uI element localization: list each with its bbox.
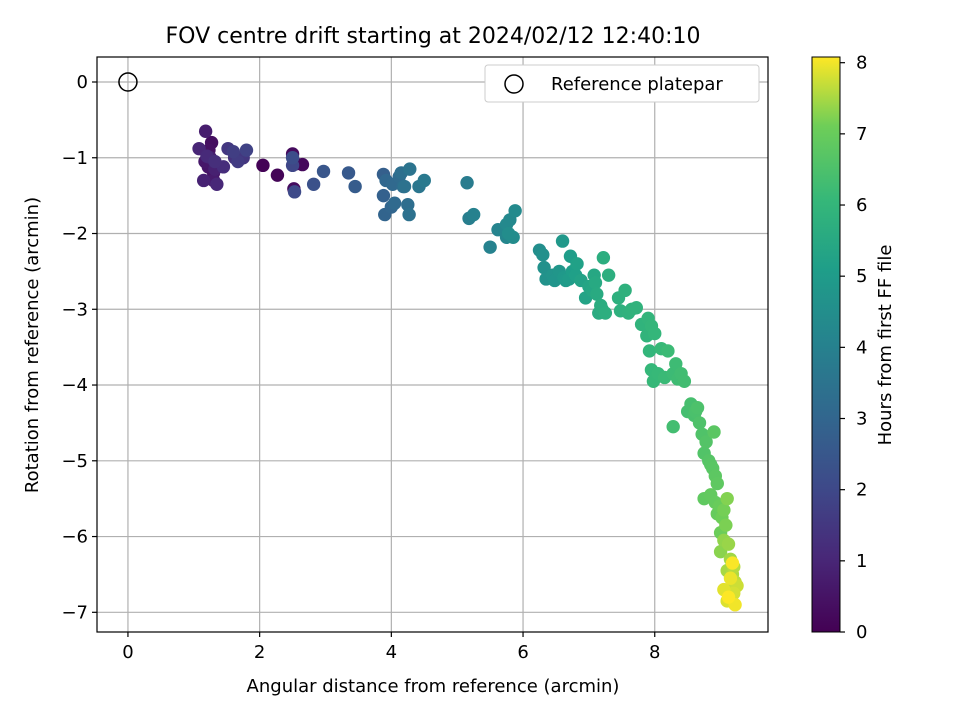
data-point [198, 124, 213, 138]
y-tick-label: −7 [61, 602, 88, 623]
data-point [295, 157, 310, 172]
data-point [483, 240, 497, 254]
data-point [590, 287, 604, 301]
data-point [720, 491, 734, 506]
y-tick-label: −2 [61, 224, 88, 245]
x-axis-ticks: 0 2 4 6 8 [122, 632, 660, 663]
data-point [570, 257, 584, 271]
x-tick-label: 6 [517, 642, 528, 663]
data-point [723, 571, 738, 585]
y-tick-label: 0 [77, 72, 88, 93]
data-point [536, 248, 550, 262]
data-point [397, 179, 412, 194]
data-point [537, 260, 551, 275]
reference-platepar-marker [118, 72, 138, 92]
data-point [661, 344, 675, 358]
data-point [208, 154, 222, 169]
colorbar-tick-label: 0 [856, 622, 867, 643]
data-point [270, 168, 285, 182]
data-point [719, 518, 733, 532]
data-point [601, 268, 616, 282]
colorbar-ticks: 0 1 2 3 4 5 6 7 8 [840, 53, 867, 643]
data-point [707, 425, 721, 439]
legend-label: Reference platepar [551, 74, 723, 95]
data-point [669, 357, 683, 371]
data-point [677, 374, 692, 388]
colorbar-tick-label: 3 [856, 409, 867, 430]
y-axis-ticks: 0 −1 −2 −3 −4 −5 −6 −7 [61, 72, 97, 623]
data-point [648, 326, 662, 341]
legend-box [484, 64, 760, 103]
y-axis-label: Rotation from reference (arcmin) [22, 197, 43, 493]
data-point [466, 207, 481, 222]
data-point [699, 435, 713, 449]
y-tick-label: −1 [61, 148, 88, 169]
data-point [596, 251, 611, 265]
data-point [210, 177, 224, 191]
colorbar-tick-label: 2 [856, 480, 867, 501]
colorbar-tick-label: 5 [856, 266, 867, 287]
data-point [666, 419, 680, 434]
x-tick-label: 4 [386, 642, 397, 663]
data-point [588, 276, 603, 290]
data-point [226, 144, 241, 159]
data-point [721, 537, 736, 551]
legend: Reference platepar [484, 64, 760, 103]
data-point [692, 416, 707, 430]
x-tick-label: 2 [254, 642, 265, 663]
legend-reference-marker [504, 74, 524, 94]
data-point [285, 151, 300, 165]
colorbar-tick-label: 4 [856, 337, 867, 358]
y-tick-label: −3 [61, 299, 88, 320]
colorbar-tick-label: 8 [856, 53, 867, 74]
data-point [256, 158, 270, 173]
data-point [348, 179, 362, 194]
data-point [501, 226, 516, 241]
data-point [725, 556, 740, 570]
y-tick-label: −6 [61, 527, 88, 548]
data-point [239, 143, 254, 157]
data-point [629, 301, 644, 315]
x-tick-label: 0 [122, 642, 133, 663]
data-point [555, 234, 570, 248]
data-point [690, 401, 705, 415]
x-tick-label: 8 [649, 642, 660, 663]
plot-area-frame [96, 56, 769, 633]
y-tick-label: −5 [61, 451, 88, 472]
data-point [387, 196, 402, 210]
data-point [316, 164, 331, 179]
data-points [118, 72, 744, 612]
data-point [508, 204, 522, 218]
colorbar-tick-label: 6 [856, 195, 867, 216]
data-point [717, 503, 731, 517]
colorbar-tick-label: 1 [856, 551, 867, 572]
data-point [376, 188, 391, 203]
data-point [598, 306, 613, 320]
data-point [403, 162, 417, 176]
data-point [306, 177, 321, 191]
data-point [618, 283, 632, 298]
colorbar: 0 1 2 3 4 5 6 7 8 Hours from first FF file [811, 53, 896, 643]
chart-title: FOV centre drift starting at 2024/02/12 … [166, 24, 701, 49]
x-axis-label: Angular distance from reference (arcmin) [247, 676, 620, 697]
data-point [417, 173, 431, 188]
y-tick-label: −4 [61, 375, 88, 396]
data-point [401, 198, 415, 212]
colorbar-label: Hours from first FF file [875, 245, 896, 446]
data-point [287, 185, 302, 199]
data-point [710, 476, 724, 491]
data-point [721, 590, 736, 604]
colorbar-tick-label: 7 [856, 124, 867, 145]
data-point [341, 166, 356, 180]
data-point [402, 207, 416, 222]
colorbar-gradient [811, 56, 841, 633]
data-point [642, 344, 657, 358]
data-point [460, 176, 474, 190]
data-point [196, 173, 211, 188]
